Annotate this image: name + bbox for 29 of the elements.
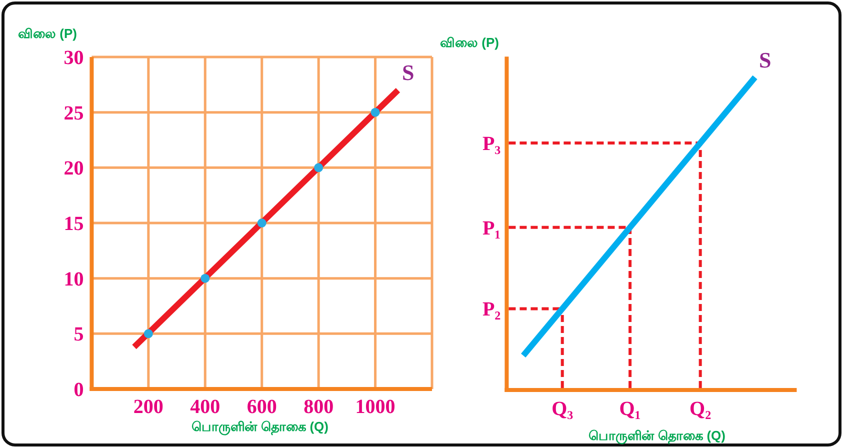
point xyxy=(144,329,153,338)
annotation: Q₂ xyxy=(690,398,712,420)
annotation: Q₁ xyxy=(619,398,641,420)
annotation: Q₃ xyxy=(552,398,574,420)
x-axis-title: பொருளின் தொகை (Q) xyxy=(192,419,328,435)
y-axis-title: விலை (P) xyxy=(440,35,499,50)
y-tick-label: 30 xyxy=(64,47,84,69)
point xyxy=(257,218,266,228)
y-tick-label: 20 xyxy=(64,158,84,180)
point xyxy=(370,108,380,117)
ref-line-label: P₂ xyxy=(482,298,501,321)
y-tick-label: 25 xyxy=(64,102,84,124)
series-label: S xyxy=(759,47,772,72)
x-axis-title: பொருளின் தொகை (Q) xyxy=(588,428,726,444)
y-axis-title: விலை (P) xyxy=(18,26,77,41)
ref-line-label: P₁ xyxy=(482,217,501,240)
y-tick-label: 5 xyxy=(74,324,84,346)
x-tick-label: 200 xyxy=(133,396,164,418)
y-tick-label: 10 xyxy=(64,268,84,290)
y-tick-label: 0 xyxy=(74,379,84,401)
x-tick-label: 600 xyxy=(246,396,277,418)
ref-line-label: P₃ xyxy=(482,132,501,155)
point xyxy=(200,274,210,283)
point xyxy=(314,163,324,172)
x-tick-label: 400 xyxy=(190,396,220,418)
x-tick-label: 800 xyxy=(304,396,334,418)
x-tick-label: 1000 xyxy=(355,396,396,418)
series-label: S xyxy=(402,60,414,86)
y-tick-label: 15 xyxy=(64,213,84,235)
